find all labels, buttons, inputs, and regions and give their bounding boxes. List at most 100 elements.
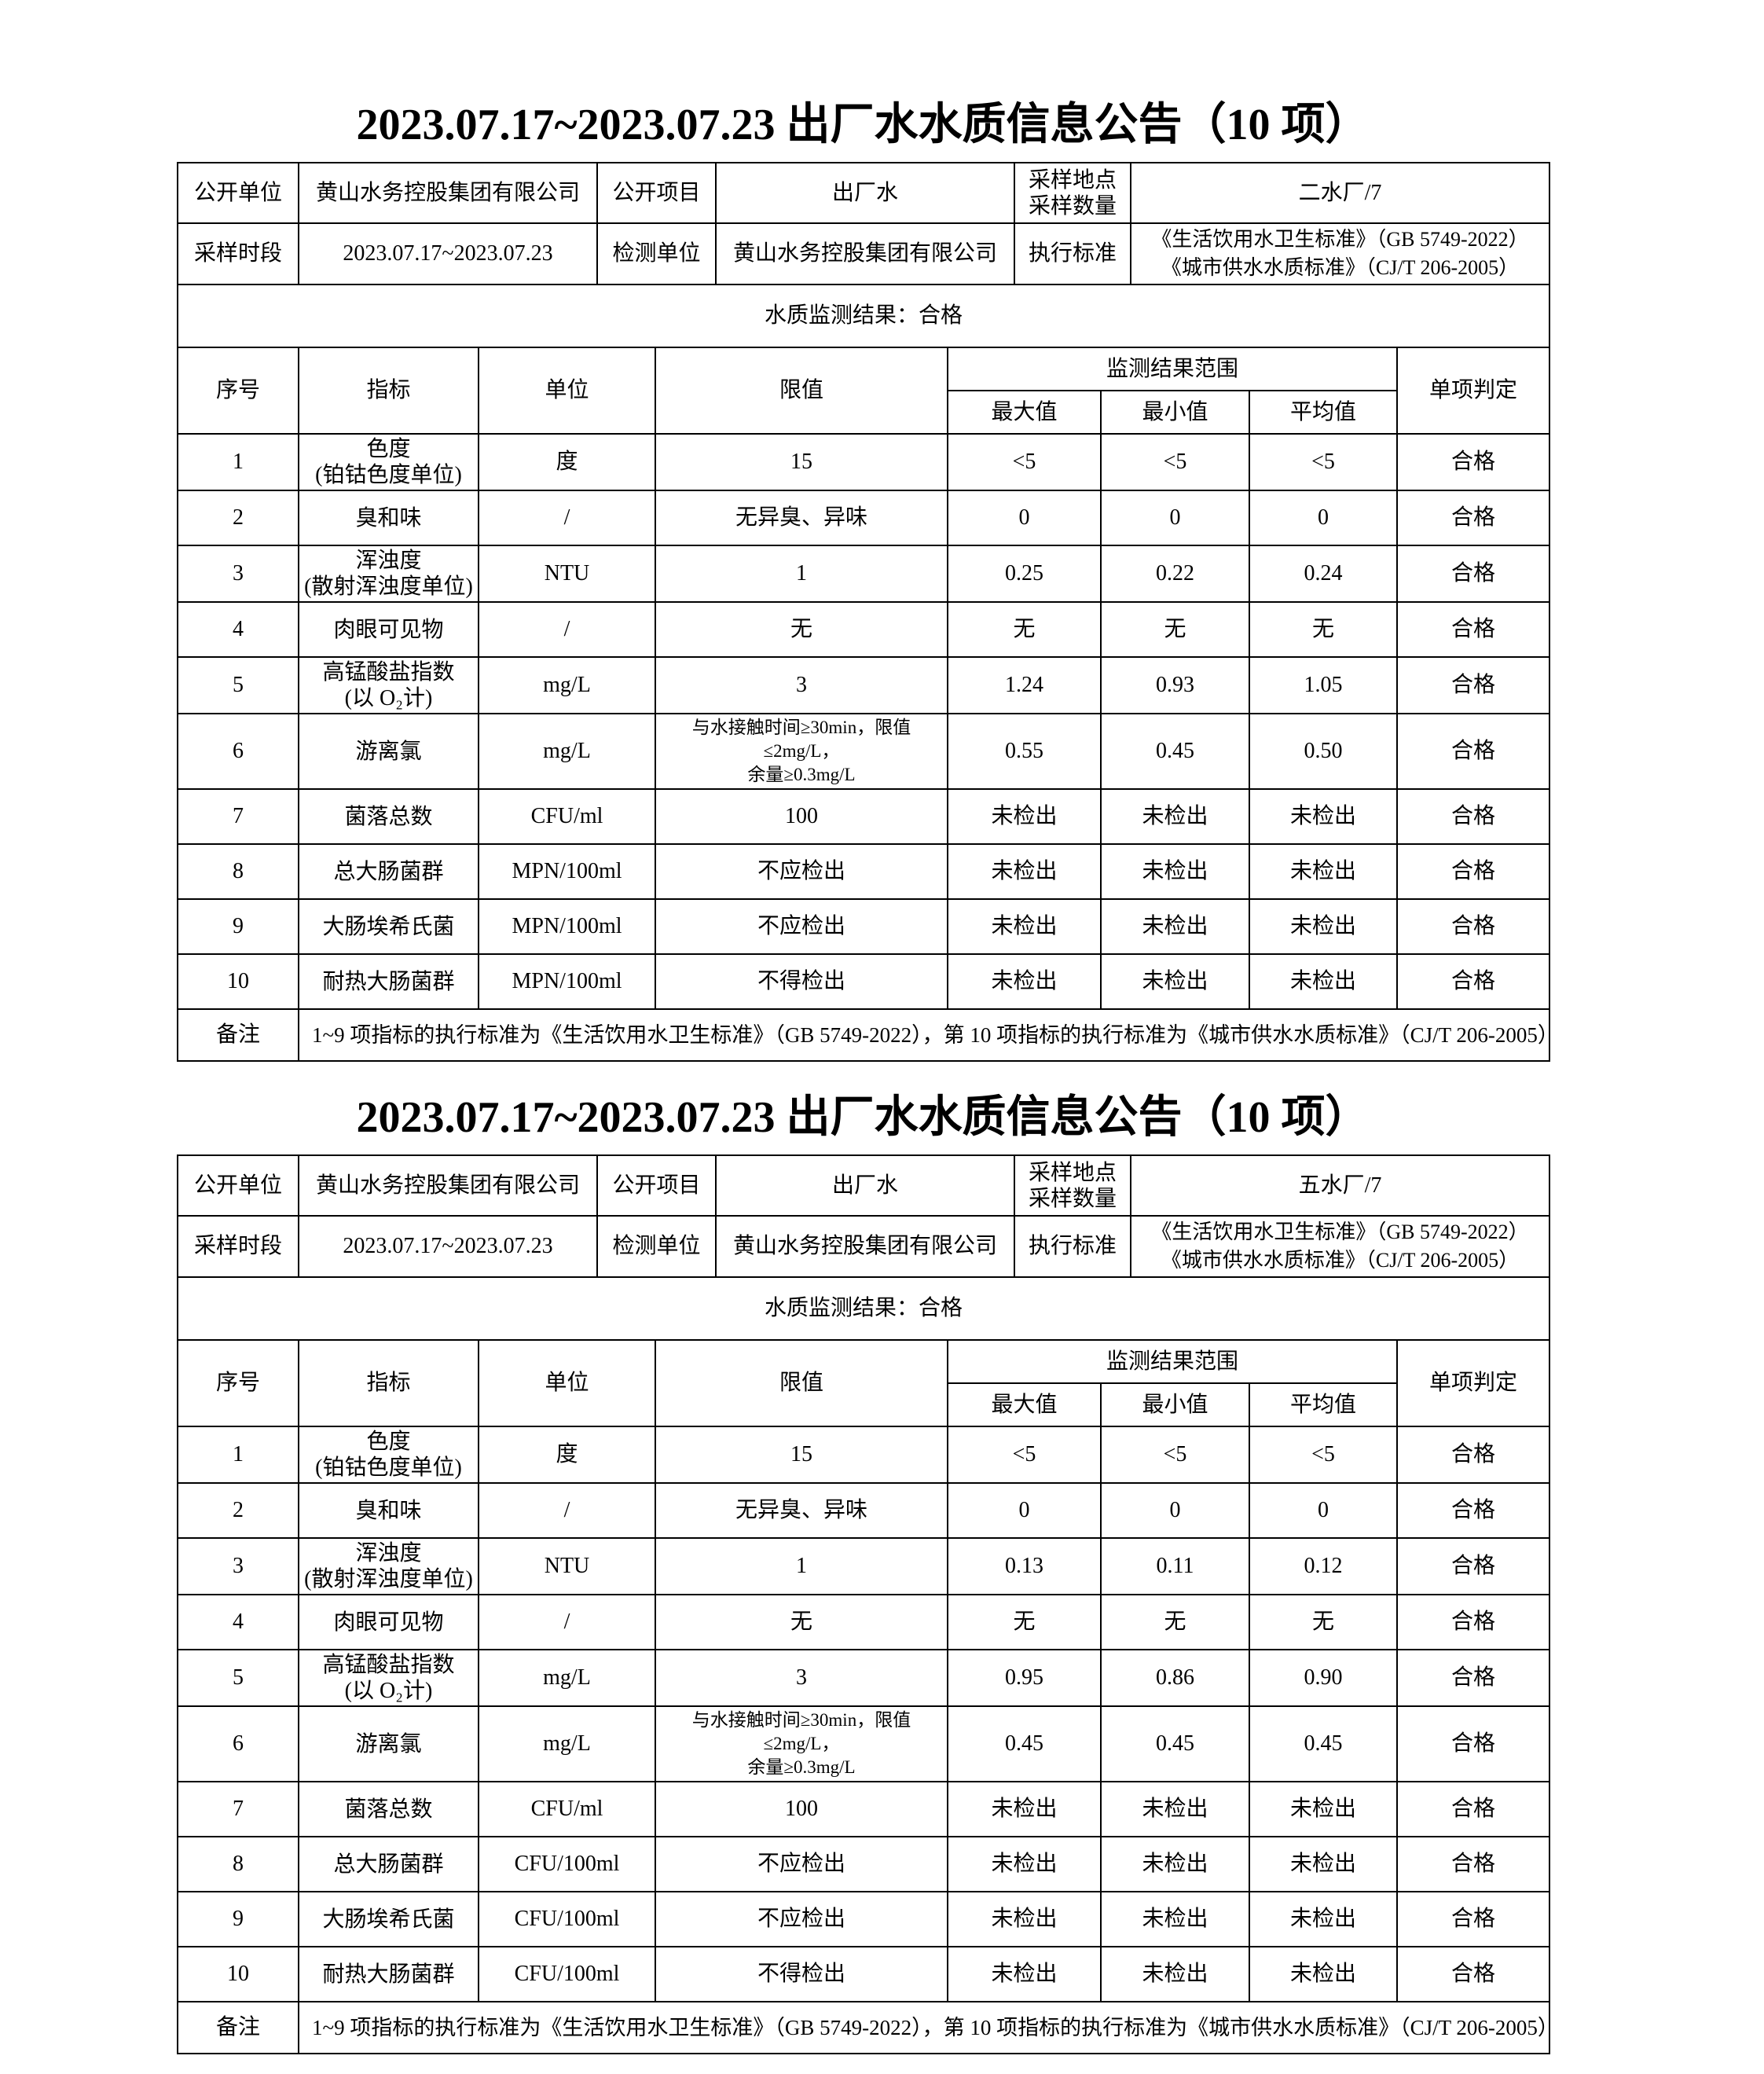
cell-avg: 无: [1249, 1594, 1398, 1650]
cell-avg: 0.90: [1249, 1649, 1398, 1707]
cell-no: 2: [177, 490, 299, 546]
report-title: 2023.07.17~2023.07.23 出厂水水质信息公告（10 项）: [356, 101, 1370, 149]
col-header-indicator: 指标: [298, 1339, 479, 1427]
table-row: 6 游离氯 mg/L 与水接触时间≥30min，限值≤2mg/L， 余量≥0.3…: [177, 713, 1550, 790]
cell-judge: 合格: [1396, 1836, 1550, 1892]
cell-unit: mg/L: [478, 713, 656, 790]
project-label: 公开项目: [596, 1154, 717, 1217]
cell-max: <5: [947, 433, 1102, 491]
cell-indicator: 大肠埃希氏菌: [298, 898, 479, 955]
cell-indicator: 耐热大肠菌群: [298, 953, 479, 1010]
public-unit-label: 公开单位: [177, 1154, 299, 1217]
cell-no: 10: [177, 953, 299, 1010]
cell-limit: 不应检出: [655, 1891, 948, 1947]
cell-max: 未检出: [947, 1946, 1102, 2002]
cell-unit: /: [478, 601, 656, 658]
cell-unit: mg/L: [478, 656, 656, 714]
cell-max: 0.25: [947, 545, 1102, 603]
project-label: 公开项目: [596, 162, 717, 224]
cell-max: 未检出: [947, 1836, 1102, 1892]
cell-judge: 合格: [1396, 490, 1550, 546]
cell-max: 0.95: [947, 1649, 1102, 1707]
cell-indicator: 臭和味: [298, 1482, 479, 1539]
info-row: 公开单位 黄山水务控股集团有限公司 公开项目 出厂水 采样地点 采样数量 五水厂…: [177, 1154, 1550, 1217]
cell-min: 无: [1100, 601, 1250, 658]
cell-unit: CFU/100ml: [478, 1891, 656, 1947]
info-row: 采样时段 2023.07.17~2023.07.23 检测单位 黄山水务控股集团…: [177, 222, 1550, 285]
cell-unit: /: [478, 1594, 656, 1650]
cell-no: 7: [177, 1781, 299, 1837]
cell-max: 未检出: [947, 1781, 1102, 1837]
cell-judge: 合格: [1396, 433, 1550, 491]
standard-value: 《生活饮用水卫生标准》（GB 5749-2022） 《城市供水水质标准》（CJ/…: [1130, 1215, 1550, 1278]
info-row: 公开单位 黄山水务控股集团有限公司 公开项目 出厂水 采样地点 采样数量 二水厂…: [177, 162, 1550, 224]
lab-label: 检测单位: [596, 1215, 717, 1278]
cell-max: 0: [947, 490, 1102, 546]
header-row-top: 序号 指标 单位 限值 监测结果范围 单项判定: [177, 347, 1550, 435]
note-row: 备注 1~9 项指标的执行标准为《生活饮用水卫生标准》（GB 5749-2022…: [177, 2001, 1550, 2054]
cell-avg: <5: [1249, 433, 1398, 491]
table-row: 6 游离氯 mg/L 与水接触时间≥30min，限值≤2mg/L， 余量≥0.3…: [177, 1705, 1550, 1782]
cell-judge: 合格: [1396, 953, 1550, 1010]
cell-min: 未检出: [1100, 1891, 1250, 1947]
cell-unit: MPN/100ml: [478, 898, 656, 955]
cell-min: <5: [1100, 1426, 1250, 1484]
note-row: 备注 1~9 项指标的执行标准为《生活饮用水卫生标准》（GB 5749-2022…: [177, 1008, 1550, 1062]
cell-limit: 无异臭、异味: [655, 490, 948, 546]
lab-value: 黄山水务控股集团有限公司: [715, 222, 1015, 285]
cell-limit: 不得检出: [655, 953, 948, 1010]
cell-max: 无: [947, 601, 1102, 658]
cell-limit: 3: [655, 1649, 948, 1707]
table-row: 3 浑浊度 (散射浑浊度单位) NTU 1 0.13 0.11 0.12 合格: [177, 1537, 1550, 1595]
cell-min: 未检出: [1100, 898, 1250, 955]
cell-indicator: 大肠埃希氏菌: [298, 1891, 479, 1947]
col-header-no: 序号: [177, 347, 299, 435]
cell-unit: /: [478, 1482, 656, 1539]
standard-value: 《生活饮用水卫生标准》（GB 5749-2022） 《城市供水水质标准》（CJ/…: [1130, 222, 1550, 285]
cell-max: 未检出: [947, 788, 1102, 845]
cell-judge: 合格: [1396, 1891, 1550, 1947]
cell-limit: 3: [655, 656, 948, 714]
cell-min: 未检出: [1100, 1781, 1250, 1837]
table-row: 9 大肠埃希氏菌 CFU/100ml 不应检出 未检出 未检出 未检出 合格: [177, 1891, 1550, 1947]
cell-max: 1.24: [947, 656, 1102, 714]
table-row: 4 肉眼可见物 / 无 无 无 无 合格: [177, 601, 1550, 658]
col-header-avg: 平均值: [1249, 390, 1398, 435]
cell-min: 0.93: [1100, 656, 1250, 714]
cell-min: 未检出: [1100, 1946, 1250, 2002]
indicator-table: 序号 指标 单位 限值 监测结果范围 单项判定 最大值 最小值 平均值 1 色度…: [177, 1339, 1550, 2054]
cell-judge: 合格: [1396, 1537, 1550, 1595]
cell-unit: NTU: [478, 1537, 656, 1595]
period-label: 采样时段: [177, 222, 299, 285]
cell-unit: CFU/ml: [478, 1781, 656, 1837]
cell-limit: 不得检出: [655, 1946, 948, 2002]
cell-avg: 1.05: [1249, 656, 1398, 714]
result-row: 水质监测结果：合格: [177, 284, 1550, 348]
cell-unit: MPN/100ml: [478, 843, 656, 900]
period-label: 采样时段: [177, 1215, 299, 1278]
cell-no: 8: [177, 1836, 299, 1892]
indicator-table: 序号 指标 单位 限值 监测结果范围 单项判定 最大值 最小值 平均值 1 色度…: [177, 347, 1550, 1062]
cell-unit: CFU/100ml: [478, 1836, 656, 1892]
header-row-top: 序号 指标 单位 限值 监测结果范围 单项判定: [177, 1339, 1550, 1427]
cell-min: 0.22: [1100, 545, 1250, 603]
cell-indicator: 色度 (铂钴色度单位): [298, 433, 479, 491]
cell-unit: 度: [478, 1426, 656, 1484]
cell-limit: 与水接触时间≥30min，限值≤2mg/L， 余量≥0.3mg/L: [655, 713, 948, 790]
cell-min: 未检出: [1100, 953, 1250, 1010]
cell-no: 7: [177, 788, 299, 845]
cell-min: 0.45: [1100, 1705, 1250, 1782]
cell-max: 0.45: [947, 1705, 1102, 1782]
table-row: 10 耐热大肠菌群 CFU/100ml 不得检出 未检出 未检出 未检出 合格: [177, 1946, 1550, 2002]
sampling-value: 五水厂/7: [1130, 1154, 1550, 1217]
cell-limit: 与水接触时间≥30min，限值≤2mg/L， 余量≥0.3mg/L: [655, 1705, 948, 1782]
cell-indicator: 菌落总数: [298, 788, 479, 845]
cell-max: 未检出: [947, 953, 1102, 1010]
cell-indicator: 浑浊度 (散射浑浊度单位): [298, 1537, 479, 1595]
cell-indicator: 肉眼可见物: [298, 1594, 479, 1650]
cell-indicator: 总大肠菌群: [298, 843, 479, 900]
table-row: 2 臭和味 / 无异臭、异味 0 0 0 合格: [177, 490, 1550, 546]
cell-indicator: 高锰酸盐指数 (以 O₂计): [298, 656, 479, 714]
cell-avg: 无: [1249, 601, 1398, 658]
